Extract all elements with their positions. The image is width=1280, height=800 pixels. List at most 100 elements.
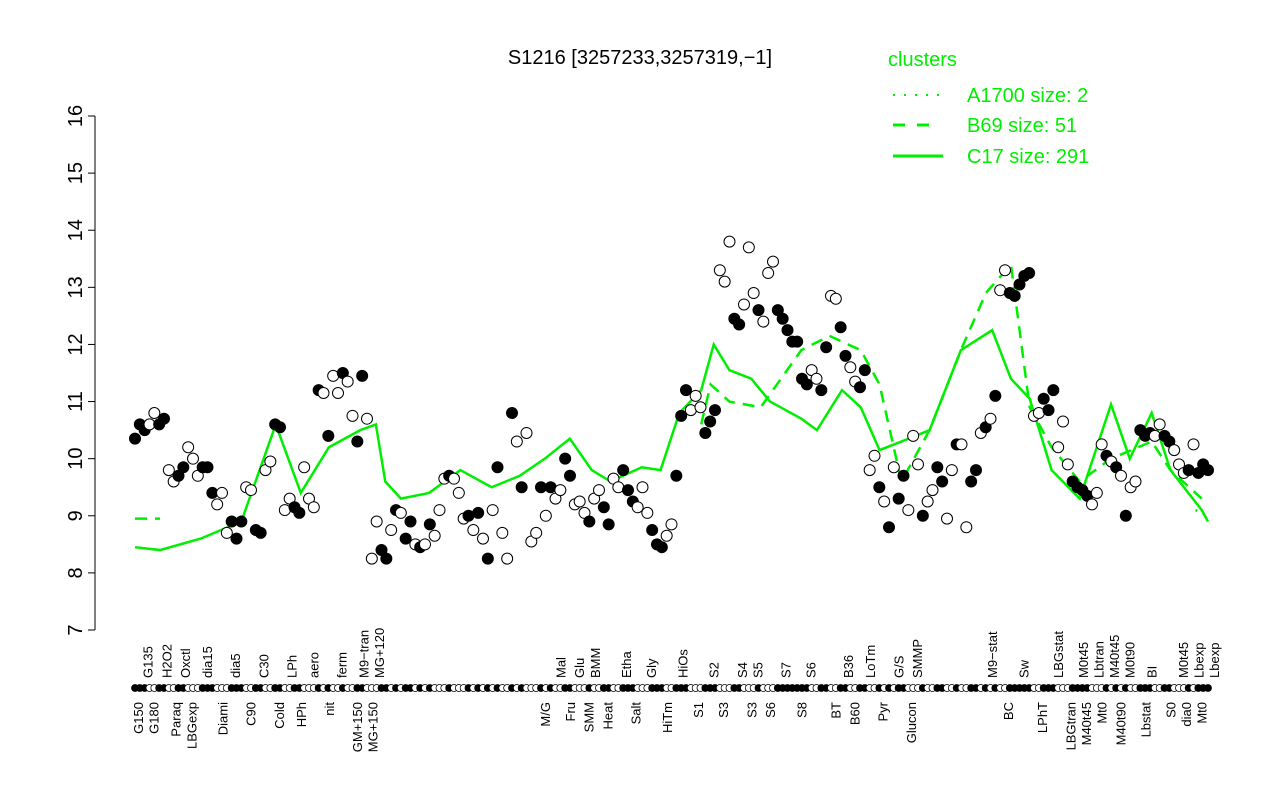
data-point <box>1095 438 1108 451</box>
data-points <box>129 235 1214 565</box>
x-tick-label: B36 <box>841 655 856 678</box>
data-point <box>1061 458 1074 471</box>
x-tick-label: Mt0 <box>1095 702 1110 724</box>
data-point <box>718 275 731 288</box>
x-tick-label: HPh <box>294 702 309 727</box>
data-point <box>878 495 891 508</box>
y-tick-label: 12 <box>65 333 87 355</box>
data-point <box>955 438 968 451</box>
data-point <box>897 469 910 482</box>
data-point <box>776 312 789 325</box>
data-point <box>883 521 895 534</box>
x-tick-label: BT <box>829 702 844 719</box>
data-point <box>481 552 494 565</box>
x-tick-label: dia5 <box>228 653 243 678</box>
x-tick-label: G180 <box>147 702 162 734</box>
data-point <box>1042 404 1055 417</box>
data-point <box>361 412 373 425</box>
data-point <box>646 524 659 537</box>
data-point <box>530 526 543 539</box>
data-point <box>506 406 518 419</box>
condition-markers <box>131 684 1212 692</box>
data-point <box>496 526 509 539</box>
data-point <box>564 469 576 482</box>
data-point <box>892 492 905 505</box>
x-tick-label: Pyr <box>876 701 891 721</box>
data-point <box>597 501 610 514</box>
y-tick-label: 15 <box>65 162 87 184</box>
data-point <box>602 518 615 531</box>
x-tick-label: SMMP <box>910 639 925 678</box>
data-point <box>767 255 779 268</box>
x-tick-label: M0t45 <box>1176 642 1191 678</box>
data-point <box>510 435 523 448</box>
data-point <box>162 464 175 477</box>
data-point <box>931 461 944 474</box>
data-point <box>810 372 823 385</box>
x-tick-label: B60 <box>848 702 863 725</box>
x-tick-label: Etha <box>619 650 634 678</box>
y-tick-label: 13 <box>65 276 87 298</box>
x-tick-label: S2 <box>707 662 722 678</box>
legend-item-b69: B69 size: 51 <box>967 115 1077 137</box>
data-point <box>472 506 485 519</box>
data-point <box>593 484 605 497</box>
x-tick-label: Mal <box>553 657 568 678</box>
data-point <box>839 349 852 362</box>
data-point <box>984 412 997 425</box>
data-point <box>187 452 199 465</box>
data-point <box>858 364 871 377</box>
x-tick-label: S8 <box>794 702 809 718</box>
data-point <box>235 515 248 528</box>
data-point <box>201 461 214 474</box>
data-point <box>1086 498 1098 511</box>
data-point <box>738 298 750 311</box>
data-point <box>399 532 412 545</box>
data-point <box>709 404 721 417</box>
data-point <box>1202 464 1214 477</box>
data-point <box>641 506 654 519</box>
x-tick-label: Lbexp <box>1207 643 1222 678</box>
x-tick-label: S7 <box>779 662 794 678</box>
y-tick-label: 9 <box>65 510 87 521</box>
x-tick-label: C30 <box>256 654 271 678</box>
data-point <box>520 426 533 439</box>
data-point <box>356 369 369 382</box>
x-tick-label: M40t45 <box>1079 702 1094 745</box>
data-point <box>158 412 170 425</box>
y-tick-label: 10 <box>65 448 87 470</box>
x-tick-label: C90 <box>244 702 259 726</box>
data-point <box>1187 438 1200 451</box>
x-tick-label: dia0 <box>1179 702 1194 727</box>
data-point <box>665 518 678 531</box>
data-point <box>1129 475 1142 488</box>
data-point <box>694 401 707 414</box>
x-tick-label: Lbexp <box>1191 643 1206 678</box>
data-point <box>689 389 702 402</box>
x-tick-label: HiTm <box>660 702 675 733</box>
data-point <box>945 464 958 477</box>
condition-marker <box>1204 684 1212 692</box>
data-point <box>844 361 857 374</box>
x-tick-label: S3 <box>716 702 731 718</box>
x-tick-label: G135 <box>141 646 156 678</box>
data-point <box>515 481 528 494</box>
data-point <box>148 406 161 419</box>
data-point <box>559 452 572 465</box>
x-tick-label: M0t45 <box>1076 642 1091 678</box>
data-point <box>1047 384 1060 397</box>
x-tick-label: MG+120 <box>372 628 387 678</box>
data-point <box>873 481 886 494</box>
x-tick-label: S1 <box>691 702 706 718</box>
data-point <box>351 435 364 448</box>
data-point <box>704 415 717 428</box>
x-tick-label: Cold <box>272 702 287 729</box>
x-tick-label: BC <box>1001 702 1016 720</box>
data-point <box>723 235 736 248</box>
x-tick-label: S4 <box>735 662 750 678</box>
data-point <box>1008 289 1021 302</box>
data-point <box>573 495 586 508</box>
data-point <box>868 449 881 462</box>
x-tick-label: S6 <box>804 662 819 678</box>
